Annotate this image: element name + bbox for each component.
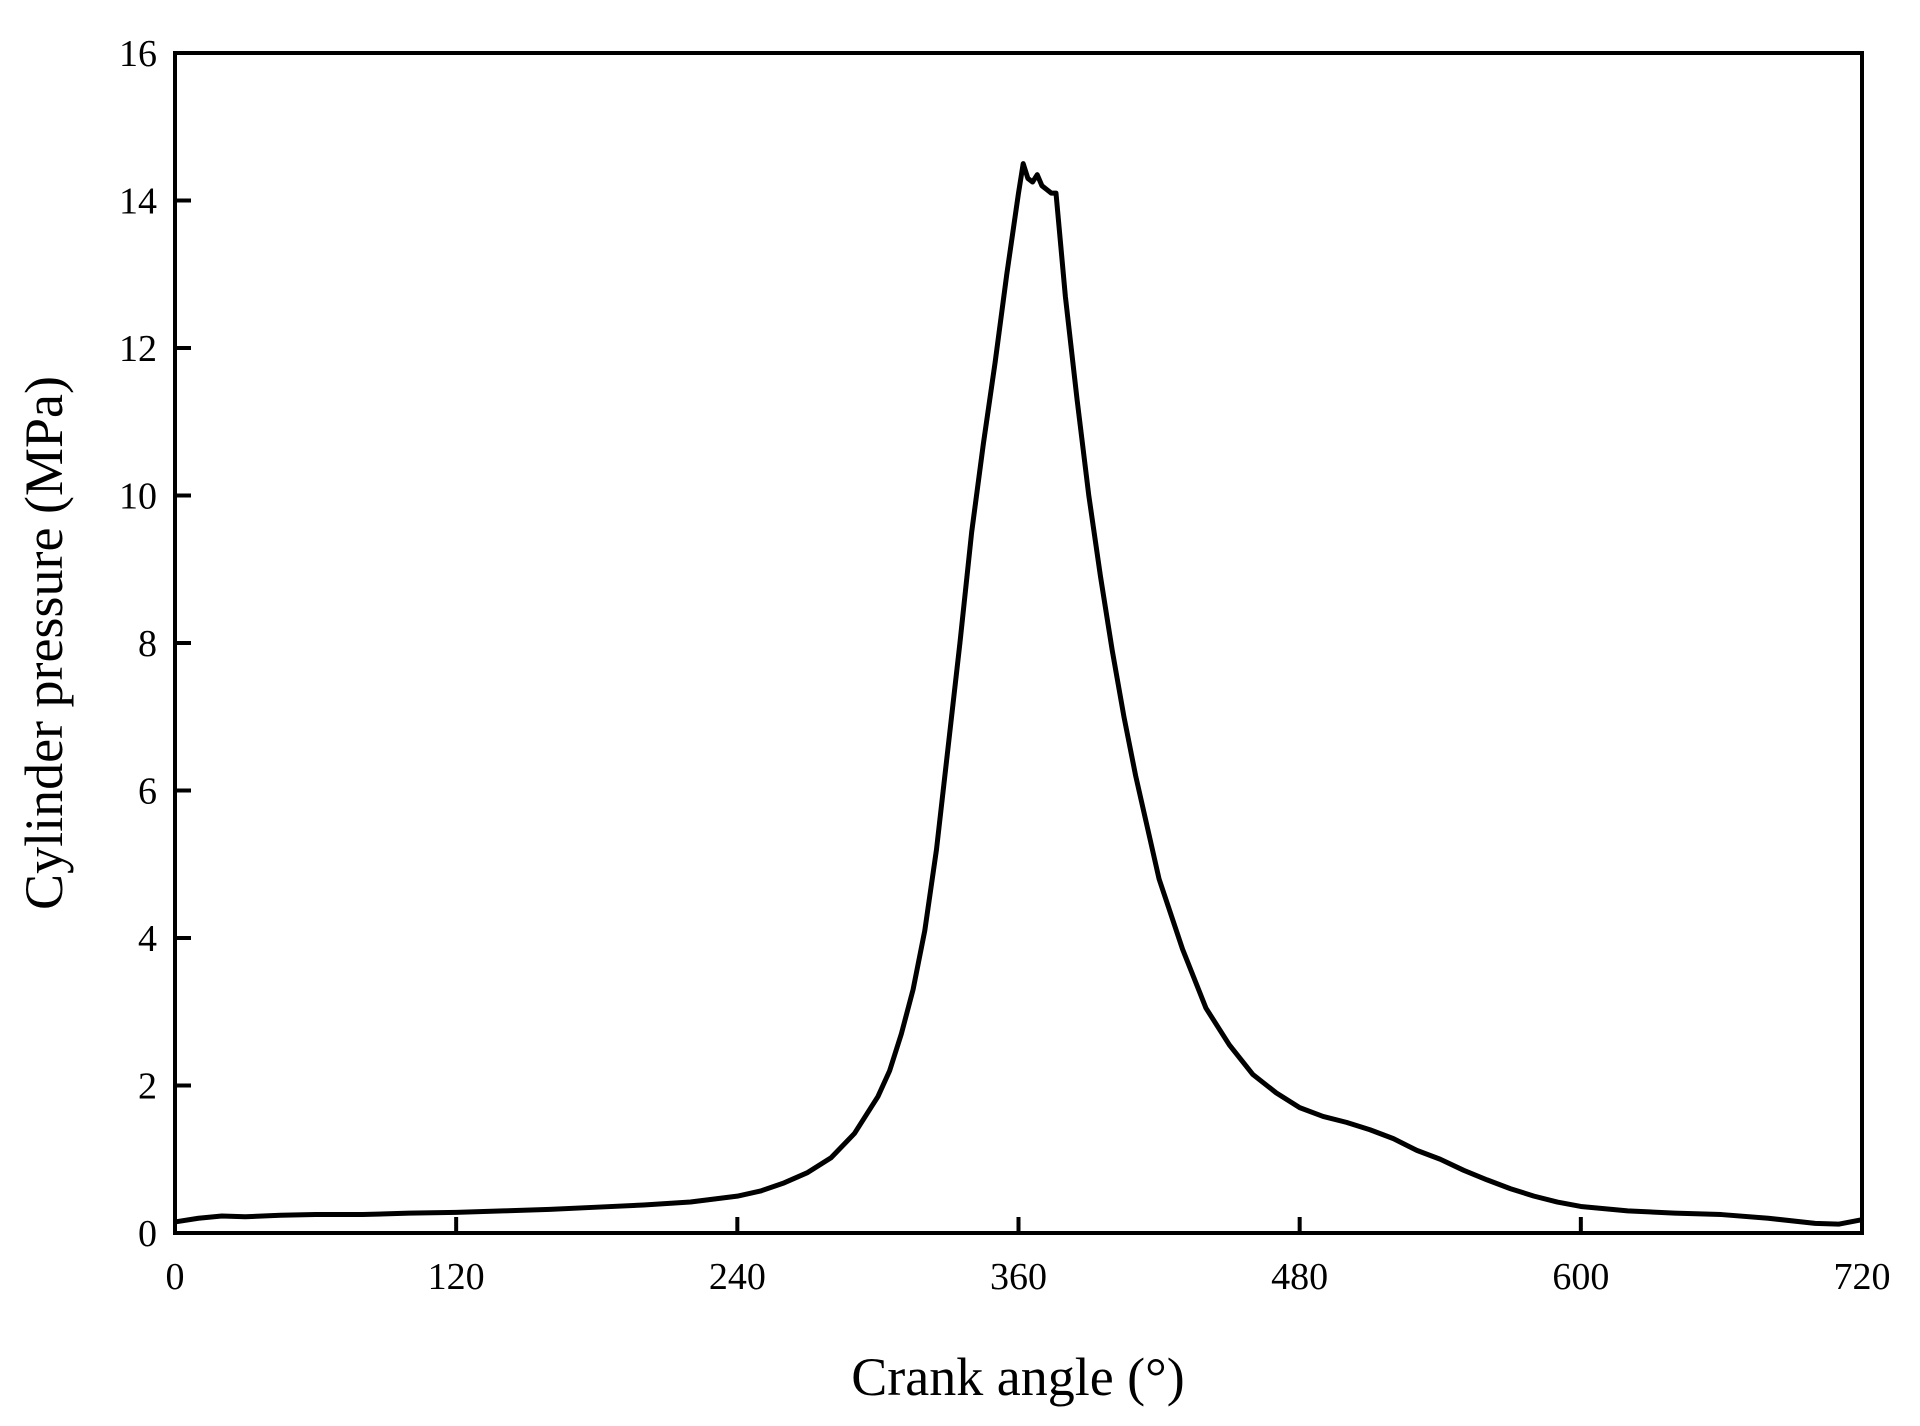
x-tick-label: 120 bbox=[428, 1256, 485, 1298]
y-axis-label: Cylinder pressure (MPa) bbox=[14, 376, 74, 910]
x-tick-label: 240 bbox=[709, 1256, 766, 1298]
y-tick-label: 6 bbox=[138, 771, 157, 813]
x-tick-label: 600 bbox=[1552, 1256, 1609, 1298]
y-tick-label: 8 bbox=[138, 623, 157, 665]
x-tick-label: 480 bbox=[1271, 1256, 1328, 1298]
y-tick-label: 14 bbox=[119, 181, 157, 223]
y-tick-label: 16 bbox=[119, 33, 157, 75]
x-axis-label: Crank angle (°) bbox=[851, 1347, 1184, 1407]
y-tick-label: 2 bbox=[138, 1066, 157, 1108]
y-tick-label: 10 bbox=[119, 476, 157, 518]
line bbox=[174, 161, 1863, 1227]
plot-frame bbox=[173, 51, 1864, 1235]
y-tick-label: 0 bbox=[138, 1213, 157, 1255]
x-tick-label: 0 bbox=[166, 1256, 185, 1298]
x-tick-label: 720 bbox=[1834, 1256, 1891, 1298]
y-tick-label: 4 bbox=[138, 918, 157, 960]
y-tick-label: 12 bbox=[119, 328, 157, 370]
x-tick-label: 360 bbox=[990, 1256, 1047, 1298]
